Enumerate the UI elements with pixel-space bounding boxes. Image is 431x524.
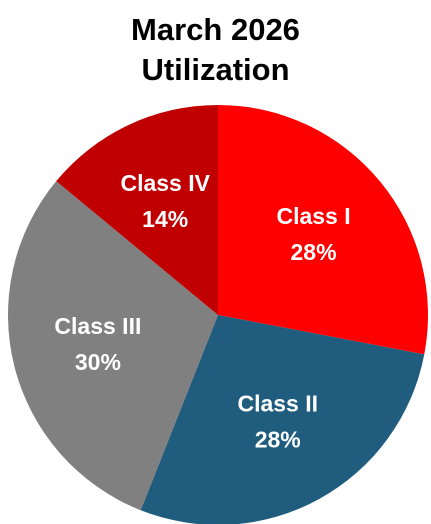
slice-value-label: 28% [291, 239, 337, 265]
slice-value-label: 14% [142, 206, 188, 232]
slice-label: Class I [276, 203, 350, 229]
slice-label: Class III [54, 313, 141, 339]
chart-title: March 2026 Utilization [131, 12, 300, 87]
slice-label: Class IV [120, 170, 210, 196]
slice-value-label: 30% [75, 349, 121, 375]
pie-slice [140, 315, 425, 524]
slice-label: Class II [237, 391, 318, 417]
pie-slice [56, 105, 219, 315]
pie-slice [218, 105, 428, 355]
title-box: March 2026 Utilization [0, 10, 431, 90]
pie-slice [8, 181, 219, 511]
slice-value-label: 28% [255, 427, 301, 453]
